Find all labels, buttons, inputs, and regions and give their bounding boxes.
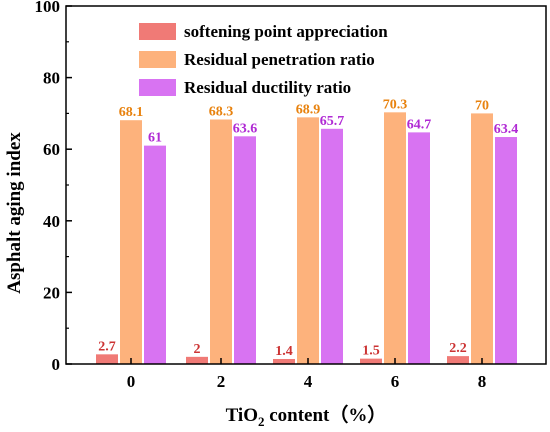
y-tick-label-40: 40 <box>43 212 60 231</box>
legend-label-3: Residual ductility ratio <box>184 78 351 97</box>
data-label-2-4: 68.9 <box>296 102 321 117</box>
y-tick-label-20: 20 <box>43 283 60 302</box>
y-axis-title: Asphalt aging index <box>4 132 25 294</box>
data-label-2-6: 70.3 <box>383 97 408 112</box>
data-label-2-2: 68.3 <box>209 104 234 119</box>
data-label-3-0: 61 <box>148 131 162 146</box>
y-tick-label-0: 0 <box>52 355 61 374</box>
data-label-3-2: 63.6 <box>233 121 258 136</box>
x-tick-label-0: 0 <box>127 372 136 391</box>
bar-2-8 <box>471 113 493 365</box>
x-axis-title: TiO2 content（%） <box>226 403 387 429</box>
data-label-2-8: 70 <box>475 98 489 113</box>
y-tick-label-100: 100 <box>35 0 61 16</box>
data-label-1-4: 1.4 <box>275 344 293 359</box>
data-label-3-6: 64.7 <box>407 117 432 132</box>
bar-2-6 <box>384 112 406 365</box>
x-tick-label-4: 4 <box>304 372 313 391</box>
y-tick-label-60: 60 <box>43 140 60 159</box>
bar-3-2 <box>234 136 256 364</box>
bar-3-8 <box>495 137 517 364</box>
bar-1-0 <box>96 354 118 364</box>
legend-label-2: Residual penetration ratio <box>184 50 375 69</box>
y-tick-label-80: 80 <box>43 69 60 88</box>
bar-3-6 <box>408 132 430 364</box>
bar-3-0 <box>144 145 166 364</box>
plot-area: 2.7 2 1.4 1.5 2.2 68.1 68.3 68.9 70.3 70 61 63.6 65.… <box>35 0 547 391</box>
bar-2-0 <box>120 120 142 365</box>
bar-1-2 <box>186 356 208 364</box>
data-label-3-4: 65.7 <box>320 114 345 129</box>
data-label-3-8: 63.4 <box>494 122 519 137</box>
bar-1-4 <box>273 358 295 364</box>
legend-swatch-1 <box>139 23 176 40</box>
legend: softening point appreciation Residual pen… <box>139 22 388 97</box>
data-label-2-0: 68.1 <box>119 105 144 120</box>
data-label-1-0: 2.7 <box>98 339 116 354</box>
legend-label-1: softening point appreciation <box>184 22 388 41</box>
bar-1-8 <box>447 356 469 364</box>
data-label-1-6: 1.5 <box>362 344 380 359</box>
data-label-1-8: 2.2 <box>449 341 467 356</box>
bar-3-4 <box>321 128 343 364</box>
bar-2-4 <box>297 117 319 364</box>
x-tick-label-6: 6 <box>391 372 400 391</box>
data-label-1-2: 2 <box>194 342 201 357</box>
x-tick-label-2: 2 <box>217 372 226 391</box>
bar-2-2 <box>210 119 232 365</box>
legend-swatch-3 <box>139 79 176 96</box>
x-tick-label-8: 8 <box>478 372 487 391</box>
legend-swatch-2 <box>139 51 176 68</box>
bar-1-6 <box>360 358 382 364</box>
